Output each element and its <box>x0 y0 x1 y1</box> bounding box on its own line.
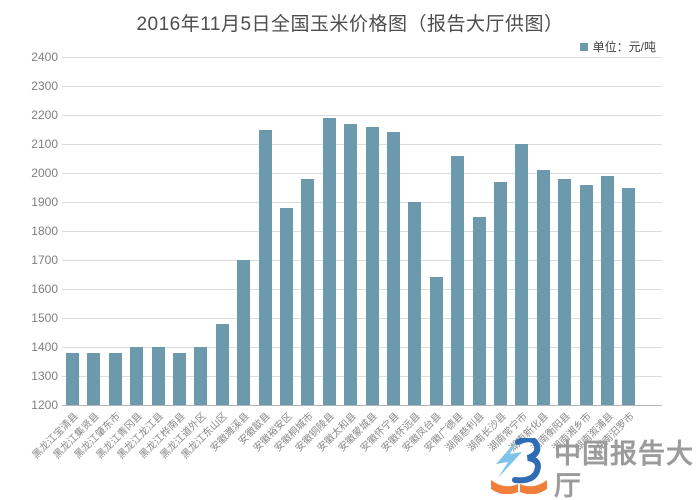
gridline-2100 <box>62 144 662 145</box>
y-tick-label-1900: 1900 <box>31 195 58 209</box>
bar-黑龙江青冈县 <box>130 347 144 405</box>
gridline-2200 <box>62 115 662 116</box>
y-tick-label-1700: 1700 <box>31 253 58 267</box>
y-tick-label-2000: 2000 <box>31 166 58 180</box>
bar-安徽太和县 <box>344 123 358 405</box>
y-tick-label-2200: 2200 <box>31 108 58 122</box>
y-tick-label-1400: 1400 <box>31 340 58 354</box>
bar-黑龙江肇东市 <box>108 352 122 405</box>
bar-湖南新化县 <box>536 170 550 405</box>
chart-title: 2016年11月5日全国玉米价格图（报告大厅供图） <box>136 14 564 35</box>
gridline-1400 <box>62 347 662 348</box>
y-tick-label-1500: 1500 <box>31 311 58 325</box>
watermark-name: 中国报告大厅 <box>554 439 694 500</box>
y-tick-label-2400: 2400 <box>31 50 58 64</box>
bar-安徽凤台县 <box>429 277 443 405</box>
bar-湖南汨罗市 <box>622 187 636 405</box>
bar-湖南溆浦县 <box>601 175 614 405</box>
gridline-2400 <box>62 57 662 58</box>
bar-安徽裕安区 <box>280 207 293 405</box>
gridline-1900 <box>62 202 662 203</box>
legend: 单位：元/吨 <box>579 38 656 55</box>
bar-黑龙江道外区 <box>194 347 208 405</box>
y-tick-label-2100: 2100 <box>31 137 58 151</box>
y-tick-label-1300: 1300 <box>31 369 58 383</box>
bar-黑龙江集贤县 <box>87 352 101 405</box>
bar-黑龙江龙江县 <box>151 347 165 405</box>
bar-湖南长沙县 <box>494 181 507 405</box>
legend-marker-icon <box>579 42 588 51</box>
gridline-1300 <box>62 376 662 377</box>
bar-湖南衡阳县 <box>558 178 572 405</box>
legend-label: 单位：元/吨 <box>592 40 656 54</box>
bar-湖南湘乡市 <box>579 184 593 405</box>
bar-湖南慈利县 <box>472 216 486 405</box>
watermark-text: 中国报告大厅 www.chinabgao.com <box>554 438 700 500</box>
bar-安徽蒙城县 <box>365 126 379 405</box>
y-tick-label-2300: 2300 <box>31 79 58 93</box>
bar-黑龙江东山区 <box>215 323 229 405</box>
y-tick-label-1800: 1800 <box>31 224 58 238</box>
bar-湖南常宁市 <box>515 144 529 405</box>
bar-安徽怀宁县 <box>387 132 400 405</box>
chart-area: 1200 1300 1400 1500 1600 1700 1800 1900 2000 2100… <box>0 51 700 477</box>
bar-安徽铜陵县 <box>322 117 336 405</box>
gridline-1600 <box>62 289 662 290</box>
bar-安徽桐城市 <box>301 178 315 405</box>
bar-黑龙江桦南县 <box>173 352 186 405</box>
watermark: 中国报告大厅 www.chinabgao.com <box>488 438 700 500</box>
y-tick-label-1600: 1600 <box>31 282 58 296</box>
gridline-2300 <box>62 86 662 87</box>
bar-黑龙江宝清县 <box>66 352 79 405</box>
plot-area <box>62 57 662 406</box>
y-tick-label-1200: 1200 <box>31 398 58 412</box>
chinabgao-logo-icon <box>491 438 547 494</box>
gridline-1200 <box>62 405 662 406</box>
gridline-2000 <box>62 173 662 174</box>
bar-安徽怀远县 <box>408 202 422 405</box>
bar-安徽歙县 <box>258 129 272 405</box>
bar-安徽广德县 <box>451 155 465 405</box>
bar-安徽濉溪县 <box>237 260 251 405</box>
gridline-1700 <box>62 260 662 261</box>
gridline-1800 <box>62 231 662 232</box>
gridline-1500 <box>62 318 662 319</box>
